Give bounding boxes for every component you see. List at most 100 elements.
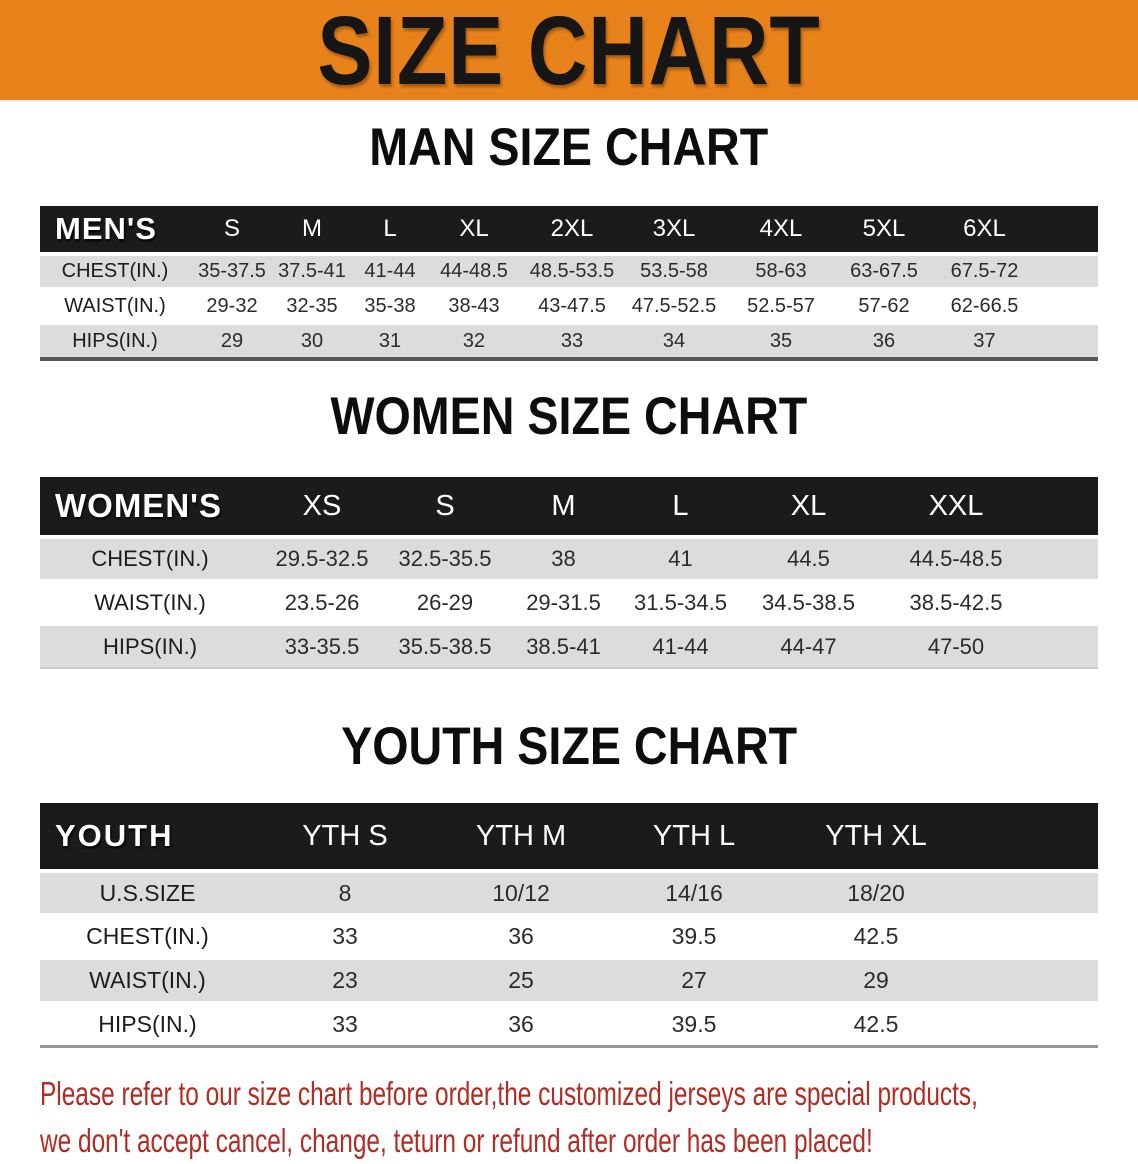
size-value-cell: 32 <box>430 322 518 357</box>
youth-size-heading: YOUTH SIZE CHART <box>0 717 1138 783</box>
size-value-cell: 35.5-38.5 <box>384 623 506 667</box>
size-value-cell: 14/16 <box>607 869 781 913</box>
youth-size-section: YOUTH SIZE CHART YOUTH YTH S YTH M YTH L YTH… <box>0 717 1138 1048</box>
row-label-cell: CHEST(IN.) <box>40 913 255 957</box>
size-value-cell: 52.5-57 <box>722 287 840 322</box>
size-value-cell: 34.5-38.5 <box>740 579 877 623</box>
row-label-cell: HIPS(IN.) <box>40 322 190 357</box>
size-value-cell: 25 <box>435 957 607 1001</box>
size-value-cell: 41 <box>621 535 740 579</box>
size-value-cell: 37.5-41 <box>274 252 350 287</box>
size-value-cell: 57-62 <box>840 287 928 322</box>
size-column-header: L <box>350 206 430 252</box>
size-value-cell: 47.5-52.5 <box>626 287 722 322</box>
size-value-cell: 36 <box>435 1001 607 1045</box>
table-row: WAIST(IN.) 23.5-26 26-29 29-31.5 31.5-34.5 34… <box>40 579 1098 623</box>
size-table-header-row: MEN'S S M L XL 2XL 3XL 4XL 5XL 6XL <box>40 206 1098 252</box>
size-value-cell: 35 <box>722 322 840 357</box>
size-column-header: S <box>190 206 274 252</box>
size-value-cell: 33 <box>255 913 435 957</box>
size-value-cell: 29 <box>781 957 1098 1001</box>
size-value-cell: 35-38 <box>350 287 430 322</box>
size-value-cell: 33 <box>518 322 626 357</box>
size-value-cell: 29-31.5 <box>506 579 621 623</box>
table-row: CHEST(IN.) 33 36 39.5 42.5 <box>40 913 1098 957</box>
size-column-header: 4XL <box>722 206 840 252</box>
banner-title: SIZE CHART <box>317 0 821 105</box>
size-value-cell: 34 <box>626 322 722 357</box>
youth-size-table: YOUTH YTH S YTH M YTH L YTH XL U.S.SIZE 8 10/12… <box>40 803 1098 1048</box>
size-column-header: M <box>274 206 350 252</box>
size-value-cell: 41-44 <box>621 623 740 667</box>
size-value-cell: 29.5-32.5 <box>260 535 384 579</box>
women-size-heading-text: WOMEN SIZE CHART <box>330 387 808 446</box>
women-size-heading: WOMEN SIZE CHART <box>0 387 1138 453</box>
size-value-cell: 36 <box>435 913 607 957</box>
size-value-cell: 10/12 <box>435 869 607 913</box>
size-value-cell: 39.5 <box>607 913 781 957</box>
size-table-header-row: YOUTH YTH S YTH M YTH L YTH XL <box>40 803 1098 869</box>
size-value-cell: 44-47 <box>740 623 877 667</box>
table-row: WAIST(IN.) 29-32 32-35 35-38 38-43 43-47.5 47.… <box>40 287 1098 322</box>
size-value-cell: 67.5-72 <box>928 252 1098 287</box>
size-value-cell: 38.5-42.5 <box>877 579 1098 623</box>
table-row: CHEST(IN.) 29.5-32.5 32.5-35.5 38 41 44.5 44.5… <box>40 535 1098 579</box>
size-value-cell: 33-35.5 <box>260 623 384 667</box>
table-row: CHEST(IN.) 35-37.5 37.5-41 41-44 44-48.5 48.5… <box>40 252 1098 287</box>
size-chart-banner: SIZE CHART <box>0 0 1138 102</box>
size-value-cell: 44.5 <box>740 535 877 579</box>
size-column-header: 2XL <box>518 206 626 252</box>
size-value-cell: 38.5-41 <box>506 623 621 667</box>
size-value-cell: 31.5-34.5 <box>621 579 740 623</box>
youth-size-heading-text: YOUTH SIZE CHART <box>340 717 798 776</box>
size-value-cell: 29-32 <box>190 287 274 322</box>
size-table-header-row: WOMEN'S XS S M L XL XXL <box>40 477 1098 535</box>
women-size-section: WOMEN SIZE CHART WOMEN'S XS S M L XL XXL CHEST(… <box>0 387 1138 669</box>
table-title-cell: YOUTH <box>40 803 255 869</box>
size-value-cell: 33 <box>255 1001 435 1045</box>
size-value-cell: 32.5-35.5 <box>384 535 506 579</box>
row-label-cell: WAIST(IN.) <box>40 957 255 1001</box>
size-value-cell: 41-44 <box>350 252 430 287</box>
table-row: HIPS(IN.) 33 36 39.5 42.5 <box>40 1001 1098 1045</box>
size-column-header: YTH M <box>435 803 607 869</box>
size-value-cell: 38-43 <box>430 287 518 322</box>
row-label-cell: HIPS(IN.) <box>40 623 260 667</box>
row-label-cell: HIPS(IN.) <box>40 1001 255 1045</box>
size-value-cell: 63-67.5 <box>840 252 928 287</box>
size-column-header: 6XL <box>928 206 1098 252</box>
size-value-cell: 44-48.5 <box>430 252 518 287</box>
size-value-cell: 32-35 <box>274 287 350 322</box>
size-value-cell: 53.5-58 <box>626 252 722 287</box>
table-row: WAIST(IN.) 23 25 27 29 <box>40 957 1098 1001</box>
size-column-header: L <box>621 477 740 535</box>
size-value-cell: 39.5 <box>607 1001 781 1045</box>
size-column-header: XL <box>430 206 518 252</box>
size-value-cell: 37 <box>928 322 1098 357</box>
size-value-cell: 43-47.5 <box>518 287 626 322</box>
size-column-header: XL <box>740 477 877 535</box>
man-size-table: MEN'S S M L XL 2XL 3XL 4XL 5XL 6XL CHEST(IN.) 35-37… <box>40 206 1098 361</box>
table-row: HIPS(IN.) 33-35.5 35.5-38.5 38.5-41 41-44 44-… <box>40 623 1098 667</box>
size-value-cell: 35-37.5 <box>190 252 274 287</box>
size-chart-body: MAN SIZE CHART MEN'S S M L XL 2XL 3XL 4XL 5XL 6XL… <box>0 118 1138 1164</box>
row-label-cell: WAIST(IN.) <box>40 287 190 322</box>
size-column-header: YTH XL <box>781 803 1098 869</box>
disclaimer-note: Please refer to our size chart before or… <box>40 1070 1138 1164</box>
table-title-cell: WOMEN'S <box>40 477 260 535</box>
size-value-cell: 26-29 <box>384 579 506 623</box>
size-value-cell: 8 <box>255 869 435 913</box>
disclaimer-line-1: Please refer to our size chart before or… <box>40 1075 978 1112</box>
man-size-heading: MAN SIZE CHART <box>0 118 1138 184</box>
women-size-table: WOMEN'S XS S M L XL XXL CHEST(IN.) 29.5-32.5 32.5… <box>40 477 1098 669</box>
table-row: U.S.SIZE 8 10/12 14/16 18/20 <box>40 869 1098 913</box>
size-column-header: YTH S <box>255 803 435 869</box>
size-column-header: M <box>506 477 621 535</box>
disclaimer-line-2: we don't accept cancel, change, teturn o… <box>40 1122 873 1159</box>
man-size-heading-text: MAN SIZE CHART <box>369 118 769 177</box>
size-value-cell: 27 <box>607 957 781 1001</box>
size-value-cell: 23.5-26 <box>260 579 384 623</box>
size-value-cell: 48.5-53.5 <box>518 252 626 287</box>
size-value-cell: 36 <box>840 322 928 357</box>
size-column-header: 5XL <box>840 206 928 252</box>
